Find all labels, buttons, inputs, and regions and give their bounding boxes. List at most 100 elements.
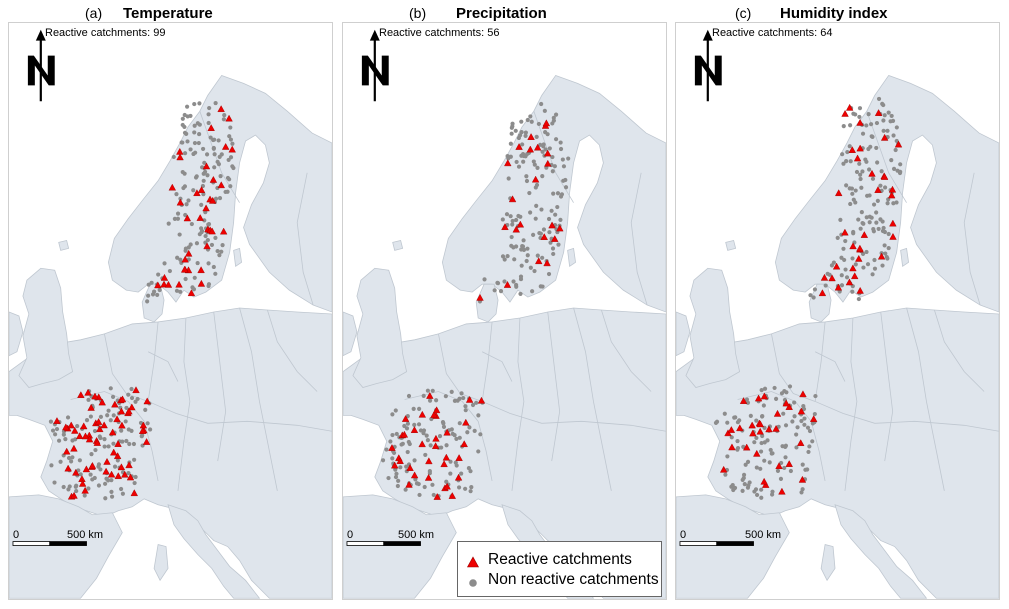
reactive-catchment bbox=[187, 289, 196, 297]
non-reactive-catchment bbox=[225, 175, 231, 181]
panel-c-name: Humidity index bbox=[780, 5, 888, 22]
non-reactive-catchment bbox=[844, 275, 850, 280]
non-reactive-catchment bbox=[525, 246, 530, 251]
non-reactive-catchment bbox=[205, 237, 210, 243]
non-reactive-catchment bbox=[523, 133, 528, 138]
landmass bbox=[676, 311, 691, 357]
map-panel-a[interactable]: Reactive catchments99 0 500 km bbox=[8, 22, 333, 600]
non-reactive-catchment bbox=[813, 393, 818, 399]
non-reactive-catchment bbox=[482, 277, 487, 282]
country-border bbox=[533, 111, 574, 203]
non-reactive-catchment bbox=[185, 139, 190, 144]
non-reactive-catchment bbox=[730, 483, 735, 488]
non-reactive-catchment bbox=[404, 426, 410, 431]
non-reactive-catchment bbox=[213, 235, 218, 240]
non-reactive-catchment bbox=[759, 487, 764, 492]
non-reactive-catchment bbox=[553, 112, 559, 117]
non-reactive-catchment bbox=[518, 291, 523, 296]
reactive-catchment bbox=[64, 464, 72, 472]
reactive-count-label: Reactive catchments bbox=[379, 27, 487, 39]
reactive-catchment bbox=[425, 457, 433, 465]
non-reactive-catchment bbox=[184, 202, 189, 207]
reactive-catchment bbox=[94, 418, 103, 425]
non-reactive-catchment bbox=[133, 474, 138, 480]
non-reactive-catchment bbox=[428, 443, 433, 448]
country-border bbox=[601, 309, 652, 392]
non-reactive-catchment bbox=[406, 393, 412, 399]
non-reactive-catchment bbox=[510, 218, 515, 224]
non-reactive-catchment bbox=[127, 441, 132, 447]
non-reactive-catchment bbox=[108, 386, 113, 391]
non-reactive-catchment bbox=[138, 420, 144, 425]
non-reactive-catchment bbox=[542, 108, 547, 113]
reactive-catchment bbox=[207, 124, 215, 131]
reactive-catchment bbox=[727, 426, 736, 433]
reactive-catchment bbox=[849, 242, 857, 250]
reactive-catchment bbox=[889, 232, 897, 240]
non-reactive-catchment bbox=[437, 434, 443, 439]
non-reactive-catchment bbox=[783, 444, 788, 450]
non-reactive-catchment bbox=[61, 484, 66, 490]
non-reactive-catchment bbox=[228, 137, 234, 142]
reactive-catchment bbox=[203, 242, 211, 250]
non-reactive-catchment bbox=[880, 228, 886, 234]
non-reactive-catchment bbox=[524, 178, 530, 184]
map-panel-c[interactable]: Reactive catchments64 0 500 km bbox=[675, 22, 1000, 600]
non-reactive-catchment bbox=[112, 464, 118, 469]
non-reactive-catchment bbox=[129, 395, 135, 401]
non-reactive-catchment bbox=[540, 149, 545, 154]
map-panel-b[interactable]: Reactive catchments56 0 500 km bbox=[342, 22, 667, 600]
landmass bbox=[18, 267, 74, 388]
non-reactive-catchment bbox=[886, 246, 891, 251]
reactive-catchment bbox=[85, 435, 94, 443]
non-reactive-catchment bbox=[197, 132, 202, 137]
non-reactive-catchment bbox=[463, 404, 468, 409]
reactive-catchment bbox=[98, 398, 106, 406]
landmass bbox=[820, 544, 836, 582]
landmass bbox=[774, 74, 999, 313]
non-reactive-catchment bbox=[525, 117, 530, 123]
reactive-catchment bbox=[400, 430, 409, 438]
reactive-catchment bbox=[96, 425, 104, 433]
non-reactive-catchment bbox=[874, 210, 879, 215]
reactive-catchment bbox=[209, 175, 218, 183]
non-reactive-catchment bbox=[452, 433, 457, 438]
non-reactive-catchment bbox=[197, 232, 202, 237]
non-reactive-catchment bbox=[53, 432, 58, 437]
reactive-catchment bbox=[465, 395, 474, 403]
non-reactive-catchment bbox=[186, 245, 191, 250]
non-reactive-catchment bbox=[215, 248, 220, 254]
panel-c-letter: (c) bbox=[735, 5, 752, 21]
non-reactive-catchment bbox=[883, 185, 888, 190]
non-reactive-catchment bbox=[93, 447, 98, 453]
non-reactive-catchment bbox=[73, 437, 78, 442]
non-reactive-catchment bbox=[874, 120, 880, 126]
map-canvas bbox=[9, 23, 332, 599]
non-reactive-catchment bbox=[175, 255, 180, 260]
non-reactive-catchment bbox=[519, 119, 524, 124]
reactive-catchment bbox=[82, 465, 91, 473]
non-reactive-catchment bbox=[143, 407, 148, 412]
non-reactive-catchment bbox=[744, 397, 750, 402]
non-reactive-catchment bbox=[560, 157, 565, 162]
non-reactive-catchment bbox=[219, 152, 224, 157]
reactive-catchment bbox=[75, 432, 84, 440]
landmass bbox=[685, 267, 741, 388]
legend-non-reactive-label: Non reactive catchments bbox=[488, 571, 659, 588]
non-reactive-catchment bbox=[48, 419, 54, 424]
non-reactive-catchment bbox=[752, 489, 757, 494]
reactive-catchment bbox=[426, 392, 434, 399]
reactive-catchment bbox=[117, 463, 126, 471]
non-reactive-catchment bbox=[553, 137, 559, 142]
reactive-catchment bbox=[551, 235, 559, 242]
non-reactive-catchments bbox=[380, 101, 571, 499]
non-reactive-catchment bbox=[770, 451, 775, 456]
non-reactive-catchment bbox=[859, 185, 864, 190]
reactive-catchment bbox=[62, 423, 70, 431]
non-reactive-catchment bbox=[795, 425, 800, 430]
country-border bbox=[630, 172, 648, 306]
reactive-catchment bbox=[765, 425, 773, 433]
non-reactive-catchment bbox=[529, 119, 534, 124]
reactive-catchment bbox=[888, 185, 897, 193]
non-reactive-catchment bbox=[384, 447, 389, 452]
